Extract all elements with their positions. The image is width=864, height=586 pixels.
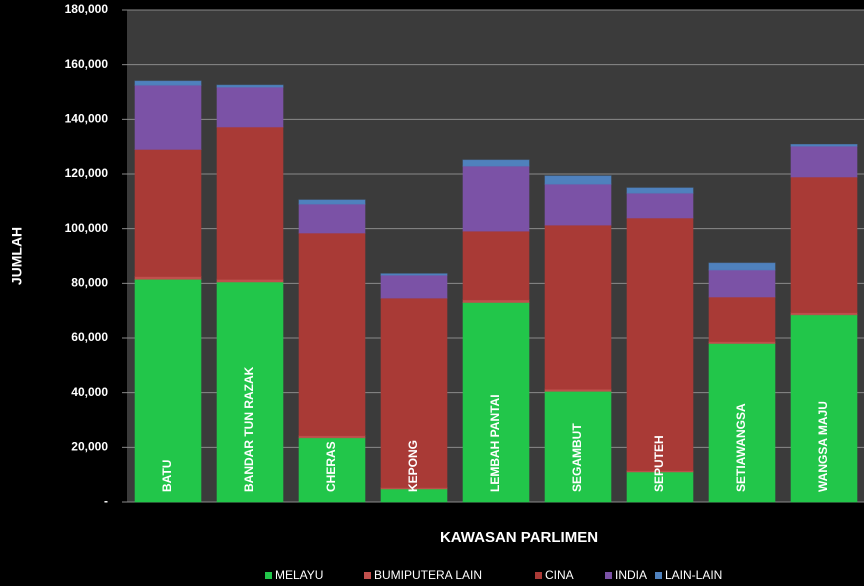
bar-segment (462, 230, 530, 301)
legend-swatch (364, 572, 371, 579)
legend-swatch (655, 572, 662, 579)
bar-segment (626, 187, 694, 194)
category-label: CHERAS (324, 441, 338, 492)
y-tick-label: 160,000 (65, 57, 109, 71)
y-tick-label: 180,000 (65, 2, 109, 16)
bar-segment (708, 342, 776, 503)
bar-segment (380, 274, 448, 299)
y-axis-title: JUMLAH (9, 227, 25, 285)
bar-segment (790, 145, 858, 178)
bar-segment (216, 84, 284, 88)
bar-segment (708, 296, 776, 343)
bar-segment (544, 224, 612, 390)
y-tick-label: 20,000 (71, 440, 108, 454)
legend-label: LAIN-LAIN (665, 568, 722, 582)
legend-swatch (605, 572, 612, 579)
legend-label: BUMIPUTERA LAIN (374, 568, 482, 582)
category-label: SEGAMBUT (570, 423, 584, 492)
y-tick-label: 40,000 (71, 385, 108, 399)
bar-segment (134, 80, 202, 86)
y-tick-label: - (104, 494, 108, 508)
legend-swatch (535, 572, 542, 579)
bar-segment (216, 281, 284, 503)
y-tick-label: 120,000 (65, 166, 109, 180)
category-label: KEPONG (406, 440, 420, 492)
bar-segment (216, 126, 284, 280)
legend-label: CINA (545, 568, 574, 582)
bar-segment (544, 390, 612, 503)
legend-label: MELAYU (275, 568, 323, 582)
bar-segment (216, 86, 284, 128)
legend-swatch (265, 572, 272, 579)
bar-segment (544, 183, 612, 226)
category-label: BATU (160, 460, 174, 492)
y-tick-label: 80,000 (71, 276, 108, 290)
bar-segment (298, 199, 366, 205)
y-tick-label: 60,000 (71, 330, 108, 344)
bar-segment (626, 192, 694, 219)
bar-segment (134, 84, 202, 150)
bar-segment (708, 262, 776, 271)
category-label: SEPUTEH (652, 435, 666, 492)
bar-segment (544, 175, 612, 185)
bar-segment (380, 273, 448, 276)
category-label: SETIAWANGSA (734, 403, 748, 492)
x-axis-title: KAWASAN PARLIMEN (440, 529, 598, 546)
bar-segment (134, 278, 202, 503)
bar-segment (462, 301, 530, 503)
bar-segment (380, 297, 448, 489)
bar-segment (790, 314, 858, 503)
y-tick-label: 100,000 (65, 221, 109, 235)
legend-label: INDIA (615, 568, 647, 582)
bar-segment (708, 269, 776, 298)
category-label: WANGSA MAJU (816, 401, 830, 492)
bar-segment (134, 148, 202, 277)
bar-segment (626, 471, 694, 503)
bar-segment (790, 143, 858, 147)
bar-segment (462, 159, 530, 167)
category-label: BANDAR TUN RAZAK (242, 366, 256, 492)
bar-segment (298, 203, 366, 234)
bar-segment (298, 232, 366, 437)
bar-segment (790, 176, 858, 314)
bar-segment (626, 217, 694, 472)
bar-segment (462, 165, 530, 232)
y-tick-label: 140,000 (65, 112, 109, 126)
category-label: LEMBAH PANTAI (488, 394, 502, 492)
